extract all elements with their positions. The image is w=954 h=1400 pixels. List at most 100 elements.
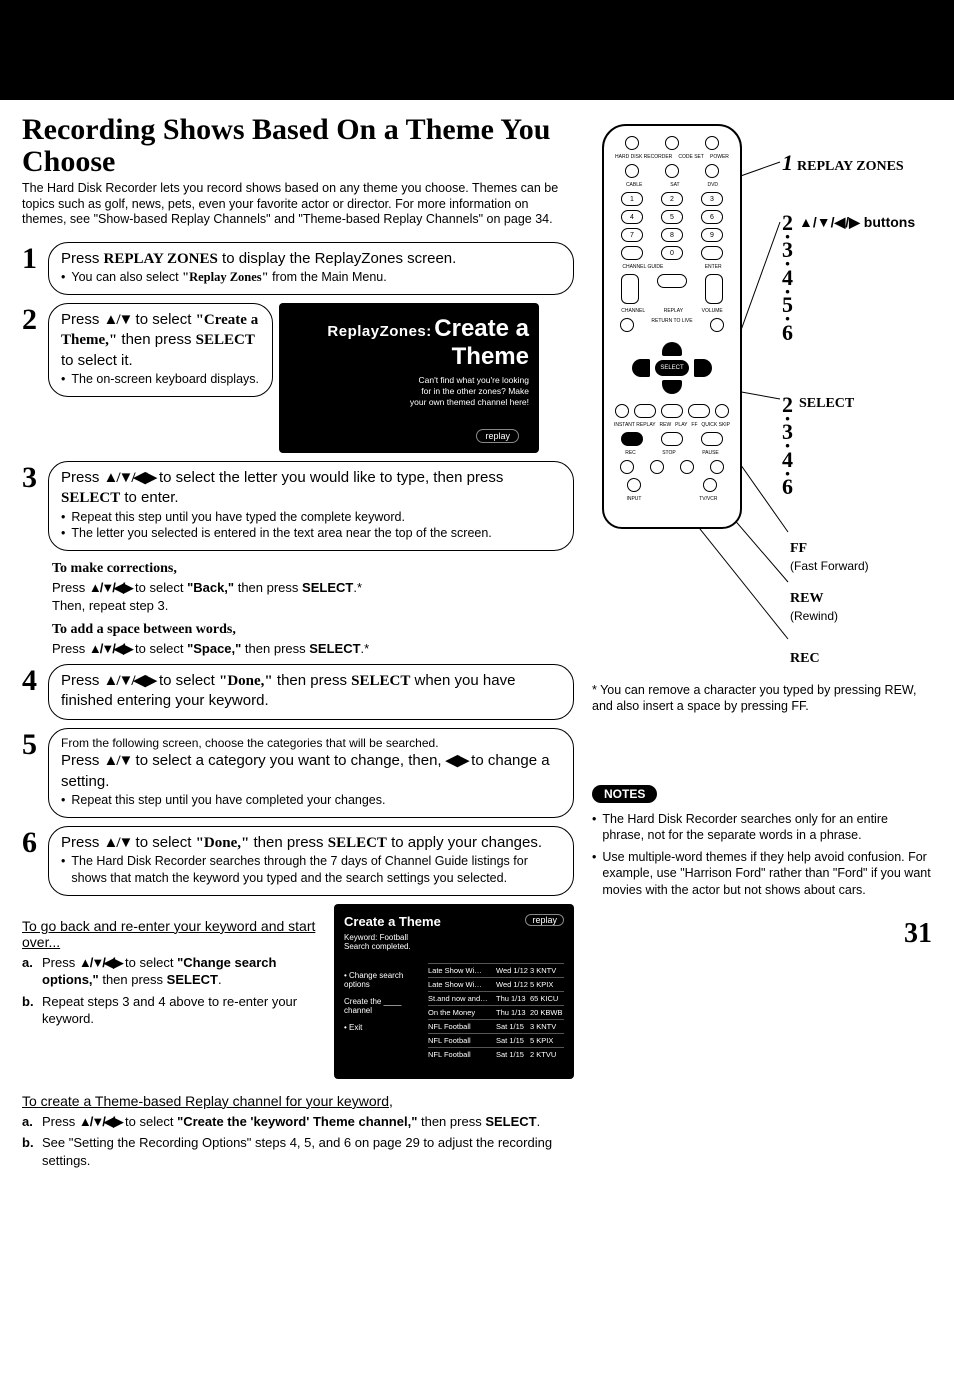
corr-f: .* (353, 580, 362, 595)
step-4-bubble: Press ▲/▼/◀/▶ to select "Done," then pre… (48, 664, 574, 721)
screen2-kw: Keyword: Football (344, 933, 564, 942)
remote-zones-btn (620, 460, 634, 474)
screen-create-theme: replay Create a Theme Keyword: Football … (334, 904, 574, 1079)
remote-lbl-tvvcr: TV/VCR (699, 496, 717, 502)
cca-e: SELECT (485, 1114, 536, 1129)
corr-d: then press (234, 580, 302, 595)
remote-sat-btn (665, 164, 679, 178)
corr-nav: ▲/▼/◀/▶ (89, 580, 132, 595)
step-2: 2 Press ▲/▼ to select "Create a Theme," … (22, 303, 574, 453)
corrections-block: To make corrections, Press ▲/▼/◀/▶ to se… (52, 559, 574, 614)
top-black-band (0, 0, 954, 100)
step-1-bubble: Press REPLAY ZONES to display the Replay… (48, 242, 574, 295)
remote-extra1-btn (680, 460, 694, 474)
notes-item: Use multiple-word themes if they help av… (592, 849, 932, 898)
screen2-opt1: Change search options (344, 971, 424, 989)
goback-b-lbl: b. (22, 993, 42, 1028)
callout-ff: FF (Fast Forward) (790, 539, 869, 575)
notes-list: The Hard Disk Recorder searches only for… (592, 811, 932, 898)
screen2-row: Late Show Wi…Wed 1/123 KNTV (428, 963, 564, 977)
remote-channel-rocker (621, 274, 639, 304)
step-2-number: 2 (22, 303, 48, 335)
s4e: SELECT (351, 673, 410, 689)
cca-c: "Create the 'keyword' Theme channel," (177, 1114, 417, 1129)
screen2-row: On the MoneyThu 1/1320 KBWB (428, 1005, 564, 1019)
s5small: From the following screen, choose the ca… (61, 735, 561, 751)
co5-sub: (Rewind) (790, 609, 838, 623)
s3sub1: Repeat this step until you have typed th… (71, 509, 405, 526)
remote-body: HARD DISK RECORDER CODE SET POWER CABLE … (602, 124, 742, 529)
corr-lead: To make corrections, (52, 561, 177, 576)
notes-badge: NOTES (592, 785, 657, 803)
remote-rew-btn (634, 404, 656, 418)
co3-txt: SELECT (799, 396, 854, 412)
co3-nums: 2·3·4·6 (782, 396, 793, 497)
remote-lbl-rew: REW (660, 422, 672, 428)
co4-sub: (Fast Forward) (790, 559, 869, 573)
remote-lbl-guide: CHANNEL GUIDE (622, 264, 663, 270)
remote-qskip-btn (715, 404, 729, 418)
remote-guide-btn (621, 246, 643, 260)
step-2-nav: ▲/▼ (104, 312, 132, 328)
corr-c: "Back," (187, 580, 234, 595)
co5-txt: REW (790, 591, 823, 606)
remote-extra2-btn (710, 460, 724, 474)
remote-codeset-btn (665, 136, 679, 150)
cca-d: then press (417, 1114, 485, 1129)
co1-txt: REPLAY ZONES (797, 159, 904, 174)
step-3: 3 Press ▲/▼/◀/▶ to select the letter you… (22, 461, 574, 551)
co4-txt: FF (790, 541, 807, 556)
s3a: Press (61, 469, 104, 486)
remote-lbl-ireplay: INSTANT REPLAY (614, 422, 656, 428)
sp-d: then press (241, 641, 309, 656)
cc-b: See "Setting the Recording Options" step… (42, 1134, 574, 1169)
remote-misc-btn (710, 318, 724, 332)
sp-nav: ▲/▼/◀/▶ (89, 641, 132, 656)
remote-enter-btn (701, 246, 723, 260)
remote-rec-btn (621, 432, 643, 446)
corr-e: SELECT (302, 580, 353, 595)
remote-num-8: 8 (661, 228, 683, 242)
remote-up-btn (662, 342, 682, 356)
s4b: to select (155, 672, 219, 689)
gba-a: Press (42, 955, 79, 970)
goback-b: Repeat steps 3 and 4 above to re-enter y… (42, 993, 324, 1028)
remote-lbl-ch: CHANNEL (621, 308, 645, 314)
remote-lbl-cable: CABLE (626, 182, 642, 188)
s6e: SELECT (328, 835, 387, 851)
remote-lbl-rec: REC (625, 450, 636, 456)
sp-e: SELECT (309, 641, 360, 656)
step-1: 1 Press REPLAY ZONES to display the Repl… (22, 242, 574, 295)
screen2-opt2: Create the ____ channel (344, 997, 424, 1015)
side-column: HARD DISK RECORDER CODE SET POWER CABLE … (592, 114, 932, 1173)
sp-b: to select (131, 641, 187, 656)
remote-lbl-qskip: QUICK SKIP (701, 422, 730, 428)
screen2-pill: replay (525, 914, 564, 926)
remote-stop-btn (661, 432, 683, 446)
step-3-bubble: Press ▲/▼/◀/▶ to select the letter you w… (48, 461, 574, 551)
cca-b: to select (121, 1114, 177, 1129)
step-1-text-a: Press (61, 250, 104, 267)
remote-dvd-btn (705, 164, 719, 178)
remote-lbl-ff: FF (691, 422, 697, 428)
step-2-bubble: Press ▲/▼ to select "Create a Theme," th… (48, 303, 273, 397)
remote-ff-btn (688, 404, 710, 418)
remote-lbl-ret: RETURN TO LIVE (651, 318, 692, 332)
co1-num: 1 (782, 150, 793, 175)
step-1-number: 1 (22, 242, 48, 274)
s6f: to apply your changes. (387, 834, 542, 851)
callout-select: 2·3·4·6 SELECT (782, 396, 854, 497)
s5nav1: ▲/▼ (104, 753, 132, 769)
remote-lbl-input: INPUT (626, 496, 641, 502)
remote-display-btn (650, 460, 664, 474)
screen2-opt3: Exit (344, 1023, 424, 1032)
step-6-bubble: Press ▲/▼ to select "Done," then press S… (48, 826, 574, 896)
screen1-title2: Theme (452, 343, 529, 370)
notes-section: NOTES The Hard Disk Recorder searches on… (592, 785, 932, 898)
createch-head: To create a Theme-based Replay channel f… (22, 1093, 574, 1109)
space-block: To add a space between words, Press ▲/▼/… (52, 620, 574, 657)
step-3-number: 3 (22, 461, 48, 493)
page-number: 31 (592, 918, 932, 950)
cca-a: Press (42, 1114, 79, 1129)
remote-lbl-hdr: HARD DISK RECORDER (615, 154, 672, 160)
